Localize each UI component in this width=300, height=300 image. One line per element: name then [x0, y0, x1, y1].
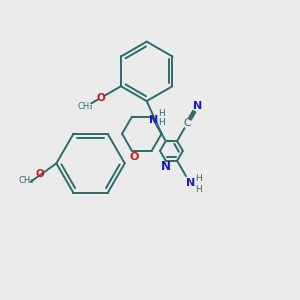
Text: H: H	[158, 118, 165, 127]
Text: N: N	[161, 160, 171, 173]
Text: C: C	[184, 118, 191, 128]
Text: H: H	[195, 185, 202, 194]
Text: H: H	[158, 109, 165, 118]
Text: O: O	[97, 93, 106, 103]
Text: O: O	[35, 169, 44, 179]
Text: CH₃: CH₃	[18, 176, 34, 185]
Text: N: N	[186, 178, 195, 188]
Text: O: O	[130, 152, 139, 162]
Text: CH₃: CH₃	[78, 102, 93, 111]
Text: H: H	[195, 174, 202, 183]
Text: N: N	[193, 101, 202, 111]
Text: N: N	[149, 115, 158, 124]
